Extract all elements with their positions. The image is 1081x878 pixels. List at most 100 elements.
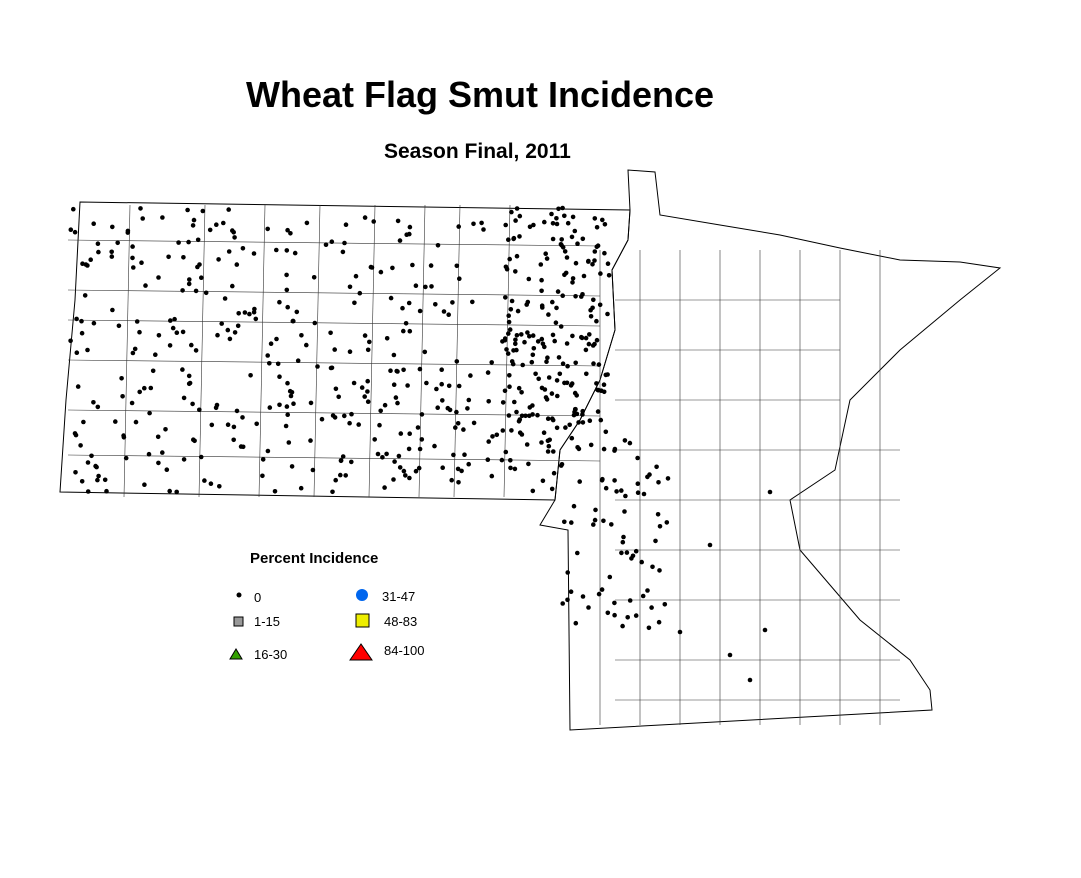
survey-point-0 [388, 295, 394, 301]
survey-point-0 [653, 538, 658, 544]
survey-point-0 [499, 457, 505, 463]
survey-point-0 [248, 373, 253, 378]
survey-point-0 [620, 623, 625, 629]
survey-point-0 [85, 347, 90, 353]
survey-point-0 [304, 220, 310, 226]
survey-point-0 [432, 443, 437, 449]
survey-point-0 [485, 457, 491, 463]
survey-point-0 [600, 476, 605, 482]
survey-point-0 [397, 238, 403, 243]
survey-point-0 [525, 299, 531, 305]
survey-point-0 [508, 465, 513, 471]
survey-point-0 [558, 324, 564, 329]
survey-point-0 [225, 327, 231, 333]
survey-point-0 [328, 330, 333, 336]
survey-point-0 [116, 323, 122, 329]
survey-point-0 [512, 466, 518, 472]
survey-point-0 [242, 310, 248, 315]
survey-point-0 [190, 401, 195, 407]
survey-point-0 [593, 507, 598, 513]
survey-point-0 [351, 380, 357, 386]
survey-point-0 [390, 265, 395, 271]
survey-point-0 [407, 431, 413, 437]
survey-point-0 [564, 255, 570, 260]
survey-point-0 [199, 275, 204, 281]
survey-point-0 [554, 378, 560, 383]
legend-label: 1-15 [254, 614, 281, 629]
survey-point-0 [197, 262, 202, 267]
survey-point-0 [601, 382, 607, 388]
survey-point-0 [79, 479, 85, 484]
survey-point-0 [554, 221, 560, 227]
survey-point-0 [557, 371, 563, 377]
legend-symbol-1-15 [233, 616, 244, 627]
legend-label: 84-100 [384, 643, 425, 658]
survey-point-0 [587, 418, 593, 424]
survey-point-0 [539, 336, 545, 342]
survey-point-0 [594, 225, 600, 230]
survey-point-0 [215, 332, 220, 338]
survey-point-0 [285, 227, 290, 233]
survey-point-0 [619, 550, 624, 556]
survey-point-0 [655, 512, 661, 517]
county-boundary [67, 289, 601, 297]
survey-point-0 [113, 419, 118, 424]
survey-point-0 [167, 343, 173, 348]
survey-point-0 [529, 359, 535, 365]
survey-point-0 [382, 402, 388, 408]
survey-point-0 [511, 348, 516, 353]
survey-point-0 [429, 284, 434, 289]
survey-point-0 [219, 321, 224, 326]
survey-point-0 [605, 311, 610, 317]
survey-point-0 [455, 466, 461, 472]
survey-point-0 [400, 305, 405, 311]
survey-point-0 [513, 218, 518, 223]
survey-point-0 [536, 376, 541, 382]
survey-point-0 [560, 205, 565, 211]
survey-point-0 [603, 485, 609, 491]
survey-point-0 [365, 399, 371, 405]
survey-point-0 [556, 206, 561, 212]
survey-point-0 [545, 416, 551, 422]
county-boundary [313, 204, 321, 498]
survey-point-0 [574, 411, 580, 417]
survey-point-0 [284, 404, 290, 409]
survey-point-0 [72, 229, 78, 235]
survey-point-0 [479, 220, 484, 226]
survey-point-0 [356, 422, 362, 427]
survey-point-0 [332, 347, 338, 352]
survey-point-0 [119, 376, 124, 381]
survey-point-0 [434, 386, 439, 392]
survey-point-0 [489, 360, 495, 365]
survey-point-0 [406, 300, 412, 306]
survey-point-0 [407, 475, 412, 481]
survey-point-0 [707, 542, 713, 548]
survey-point-0 [299, 333, 304, 338]
survey-point-0 [415, 425, 421, 430]
survey-point-0 [365, 389, 370, 394]
survey-point-0 [624, 550, 630, 555]
survey-point-0 [78, 443, 83, 448]
survey-point-0 [523, 413, 528, 419]
survey-point-0 [286, 440, 292, 445]
survey-point-0 [401, 367, 406, 373]
survey-point-0 [553, 320, 559, 326]
survey-point-0 [590, 305, 595, 311]
survey-point-0 [522, 339, 527, 345]
survey-point-0 [513, 337, 518, 343]
survey-point-0 [240, 246, 246, 251]
survey-point-0 [665, 476, 671, 481]
county-boundary [67, 319, 601, 327]
survey-point-0 [392, 459, 397, 464]
survey-point-0 [466, 397, 472, 403]
survey-point-0 [417, 308, 423, 314]
survey-point-0 [623, 493, 628, 499]
survey-point-0 [662, 602, 668, 607]
survey-point-0 [570, 280, 575, 285]
survey-point-0 [571, 503, 577, 509]
survey-point-0 [550, 332, 556, 338]
survey-point-0 [454, 263, 460, 269]
survey-point-0 [586, 605, 591, 610]
survey-point-0 [79, 330, 85, 336]
survey-point-0 [542, 219, 547, 225]
